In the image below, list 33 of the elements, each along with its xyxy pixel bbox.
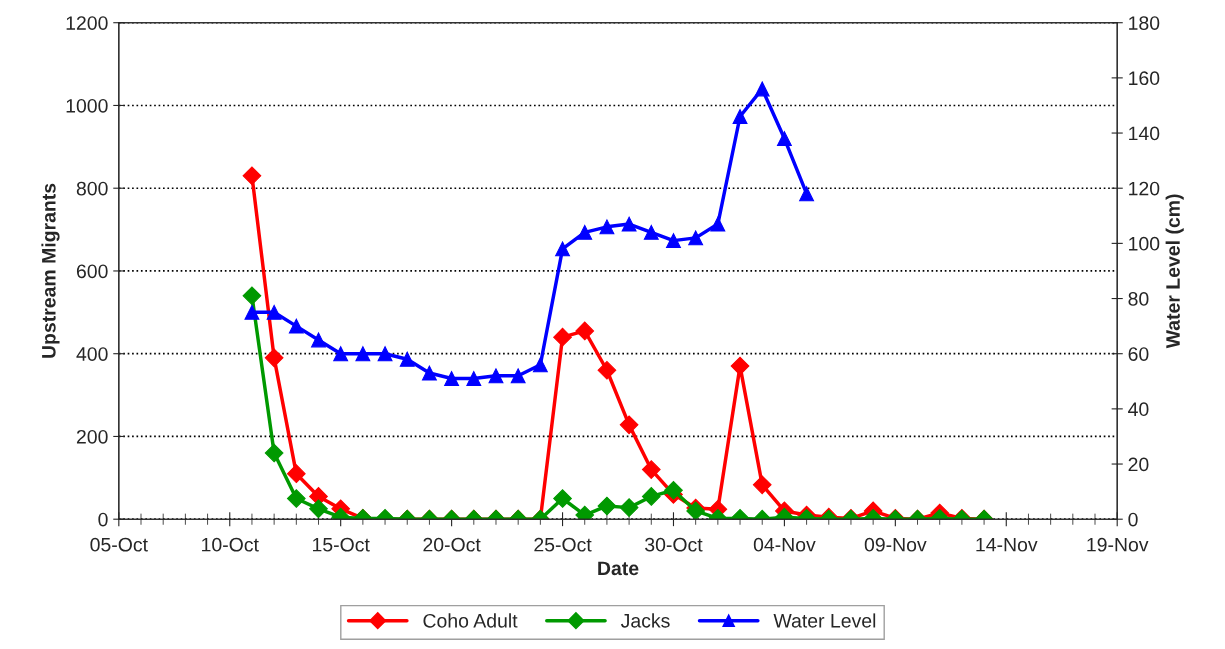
y2-tick-label: 180 [1129,16,1160,30]
x-tick-label: 14-Nov [976,537,1038,552]
y-tick-label: 1200 [66,16,108,30]
y-tick-label: 1000 [66,98,108,113]
y2-tick-label: 60 [1128,347,1149,361]
y-tick-label: 600 [76,264,108,279]
y-tick-label: 800 [76,181,108,196]
x-tick-label: 25-Oct [534,537,592,552]
y2-axis-title: Water Level (cm) [1165,194,1184,349]
x-tick-label: 30-Oct [645,537,703,552]
x-tick-label: 19-Nov [1087,537,1149,552]
y2-tick-label: 20 [1128,457,1149,472]
x-tick-label: 04-Nov [753,537,816,552]
x-tick-label: 20-Oct [423,537,481,552]
legend-label: Water Level [773,613,876,628]
x-tick-label: 09-Nov [864,537,927,552]
y2-tick-label: 0 [1128,512,1138,527]
x-tick-label: 05-Oct [90,537,148,552]
y2-tick-label: 100 [1129,236,1160,251]
y2-tick-label: 40 [1128,402,1149,417]
y-axis-title: Upstream Migrants [41,183,60,358]
y-tick-label: 0 [98,512,108,527]
y-tick-label: 200 [76,429,108,444]
y2-tick-label: 120 [1129,181,1160,196]
x-axis-title: Date [598,561,639,576]
y-tick-label: 400 [76,347,108,361]
y2-tick-label: 160 [1129,71,1160,86]
y2-tick-label: 140 [1129,126,1160,141]
x-tick-label: 15-Oct [312,537,370,552]
x-tick-label: 10-Oct [202,537,259,552]
legend-label: Coho Adult [423,613,518,628]
y2-tick-label: 80 [1128,292,1149,306]
legend-label: Jacks [620,613,670,628]
